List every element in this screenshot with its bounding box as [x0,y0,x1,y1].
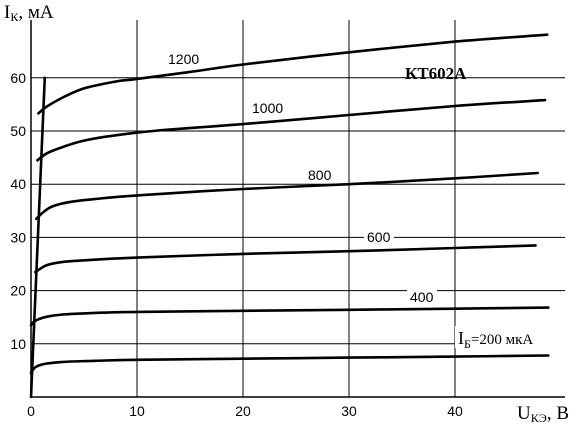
y-tick-label: 30 [10,229,26,245]
x-tick-label: 30 [341,403,357,419]
series-line-800 [35,171,539,221]
series-label-bg [165,51,203,67]
series-label: 800 [308,167,332,183]
series-label-bg [364,229,394,245]
series-label: 1000 [252,100,283,116]
grid [31,20,565,397]
series-line-600 [33,244,537,274]
y-tick-label: 60 [10,70,26,86]
series-label-bg [305,167,335,183]
series-line-1200 [37,33,549,115]
base-current-label-bg [455,326,565,348]
x-tick-label: 10 [129,403,145,419]
y-tick-label: 10 [10,336,26,352]
labels: 0 10 20 30 40 10 20 30 40 50 60 IК, мА UКЭ, В КТ602А 4… [4,2,569,425]
y-tick-label: 40 [10,176,26,192]
y-tick-label: 50 [10,123,26,139]
x-tick-label: 0 [27,403,35,419]
series-line-1000 [36,98,547,162]
x-tick-label: 20 [235,403,251,419]
base-current-label: IБ=200 мкА [458,328,533,351]
series-label: 400 [410,289,434,305]
series-label: 1200 [168,51,199,67]
curves [29,33,550,399]
y-tick-label: 20 [10,283,26,299]
x-axis-label: UКЭ, В [517,403,569,425]
series-label-bg [407,289,437,305]
y-axis-label: IК, мА [4,2,54,24]
series-label: 600 [367,229,391,245]
x-tick-label: 40 [447,403,463,419]
series-label-bg [249,100,287,116]
axes [30,20,565,398]
series-line-200 [29,354,550,375]
series-line-400 [29,306,550,327]
saturation-line [29,76,47,399]
chart-title: КТ602А [405,64,467,83]
